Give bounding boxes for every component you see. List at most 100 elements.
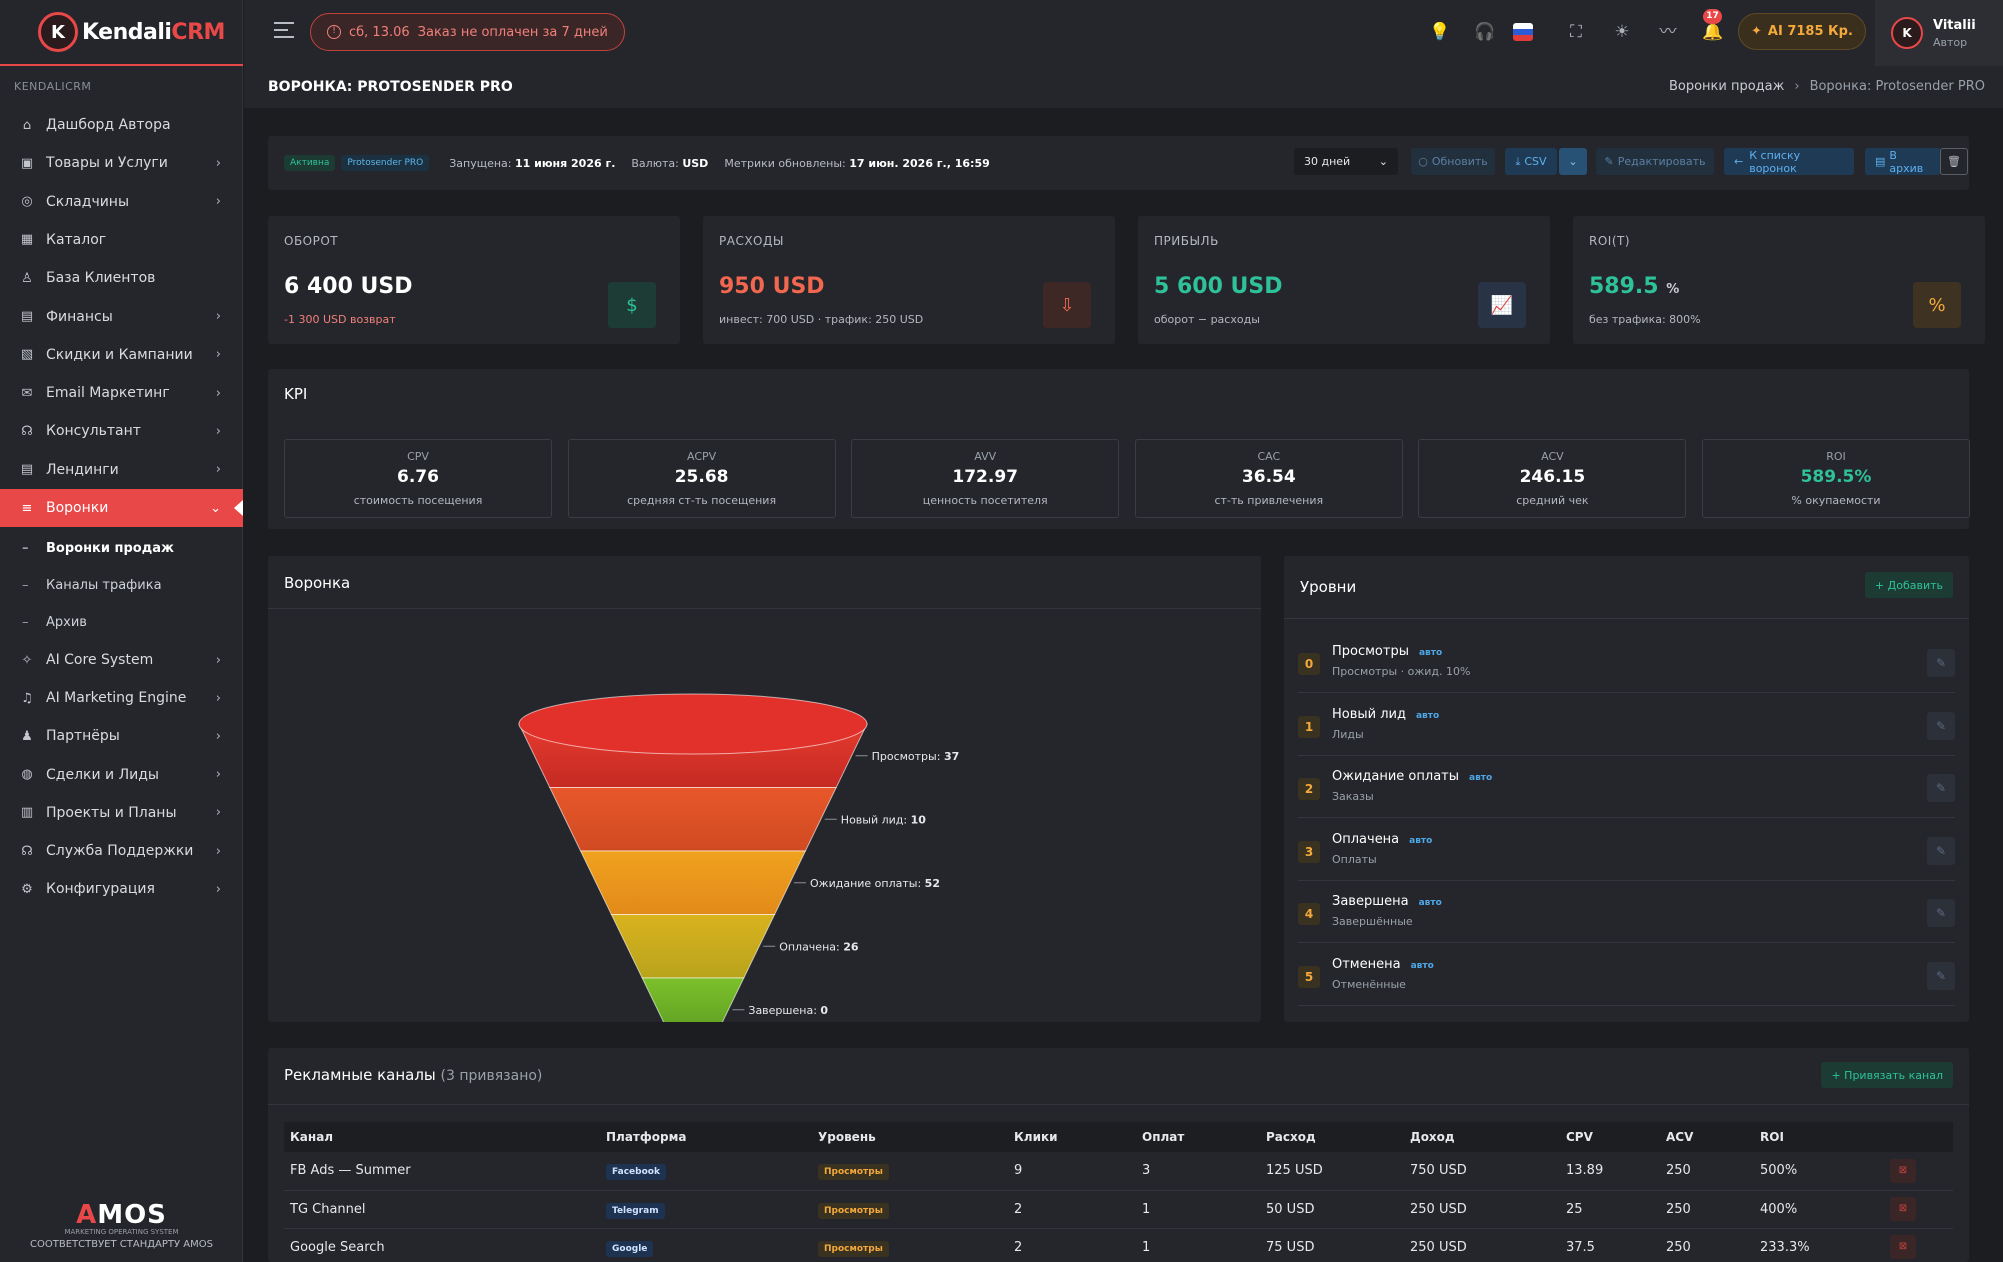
channel-name[interactable]: FB Ads — Summer xyxy=(284,1152,600,1191)
theme-sun-icon[interactable]: ☀ xyxy=(1614,22,1630,42)
column-header: ROI xyxy=(1754,1122,1884,1152)
sidebar-item-4[interactable]: ▦ Каталог xyxy=(0,221,243,259)
menu-toggle-icon[interactable] xyxy=(274,22,294,43)
level-number: 0 xyxy=(1298,653,1320,675)
ai-credits-pill[interactable]: ✦ AI 7185 Кр. xyxy=(1738,13,1866,50)
income-cell: 250 USD xyxy=(1404,1190,1560,1229)
kpi-desc: % окупаемости xyxy=(1791,494,1881,507)
chevron-down-icon: ⌄ xyxy=(210,500,221,516)
refresh-button[interactable]: ○ Обновить xyxy=(1411,148,1495,175)
sidebar-item-after-7[interactable]: ⚙ Конфигурация › xyxy=(0,870,243,908)
gear-icon: ⚙ xyxy=(21,881,33,897)
funnel-segment[interactable] xyxy=(549,787,837,852)
user-menu[interactable]: K Vitalii Автор xyxy=(1875,0,2003,66)
sidebar-item-7[interactable]: ▧ Скидки и Кампании › xyxy=(0,336,243,374)
archive-button[interactable]: ▤ В архив xyxy=(1865,148,1941,175)
user-role: Автор xyxy=(1933,35,1968,49)
channel-name[interactable]: Google Search xyxy=(284,1228,600,1262)
sidebar-item-5[interactable]: ♙ База Клиентов xyxy=(0,259,243,297)
csv-dropdown-button[interactable]: ⌄ xyxy=(1559,148,1587,175)
sidebar-item-after-6[interactable]: ☊ Служба Поддержки › xyxy=(0,832,243,870)
edit-level-button[interactable]: ✎ xyxy=(1927,649,1955,677)
edit-level-button[interactable]: ✎ xyxy=(1927,836,1955,865)
column-header: CPV xyxy=(1560,1122,1660,1152)
bell-icon[interactable]: 🔔 xyxy=(1702,22,1724,42)
edit-level-button[interactable]: ✎ xyxy=(1927,711,1955,740)
funnel-segment[interactable] xyxy=(641,977,745,1022)
kpi-desc: стоимость посещения xyxy=(353,494,483,507)
column-header xyxy=(1884,1122,1953,1152)
channels-title: Рекламные каналы (3 привязано) xyxy=(284,1066,543,1084)
channels-table: Канал Платформа Уровень Клики Оплат Расход Дох… xyxy=(284,1122,1953,1262)
sidebar-item-after-3[interactable]: ♟ Партнёры › xyxy=(0,717,243,755)
unpaid-order-alert[interactable]: ! сб, 13.06 Заказ не оплачен за 7 дней xyxy=(310,13,625,51)
edit-button[interactable]: ✎ Редактировать xyxy=(1596,148,1714,175)
funnel-info-bar: Активна Protosender PRO Запущена: 11 июн… xyxy=(268,136,1969,190)
fullscreen-icon[interactable]: ⛶ xyxy=(1570,22,1582,42)
roi-cell: 400% xyxy=(1754,1190,1884,1229)
sidebar-item-label: Консультант xyxy=(46,423,141,440)
percent-icon: % xyxy=(1913,282,1961,328)
sidebar-item-8[interactable]: ✉ Email Маркетинг › xyxy=(0,374,243,412)
sidebar-item-3[interactable]: ◎ Складчины › xyxy=(0,183,243,221)
kpi-box-cac: CAC 36.54 ст-ть привлечения xyxy=(1134,439,1403,518)
platform-cell: Telegram xyxy=(600,1190,812,1229)
level-badge: Просмотры xyxy=(818,1202,889,1219)
archive-icon: ▤ xyxy=(1875,155,1886,168)
sidebar-subitem-1[interactable]: – Воронки продаж xyxy=(0,531,243,565)
period-select[interactable]: 30 дней ⌄ xyxy=(1294,148,1398,175)
edit-level-button[interactable]: ✎ xyxy=(1927,961,1955,990)
csv-button[interactable]: ⤓ CSV xyxy=(1505,148,1557,175)
sidebar-item-after-5[interactable]: ▥ Проекты и Планы › xyxy=(0,794,243,832)
headset-icon[interactable]: 🎧 xyxy=(1474,22,1496,42)
amos-tagline: MARKETING OPERATING SYSTEM xyxy=(64,1228,179,1236)
edit-level-button[interactable]: ✎ xyxy=(1927,899,1955,927)
unlink-channel-button[interactable]: ⊠ xyxy=(1890,1197,1916,1221)
language-flag-icon[interactable] xyxy=(1513,23,1533,41)
sidebar-item-after-4[interactable]: ◍ Сделки и Лиды › xyxy=(0,756,243,794)
funnel-segment[interactable] xyxy=(610,914,776,979)
bell-icon: ♫ xyxy=(21,690,33,706)
sidebar-item-10[interactable]: ▤ Лендинги › xyxy=(0,451,243,489)
acv-cell: 250 xyxy=(1660,1228,1754,1262)
unlink-channel-button[interactable]: ⊠ xyxy=(1890,1158,1916,1183)
breadcrumb-parent[interactable]: Воронки продаж xyxy=(1668,79,1785,94)
brand-logo[interactable]: K KendaliCRM xyxy=(0,0,243,66)
auto-badge: авто xyxy=(1469,773,1493,783)
kpi-desc: ценность посетителя xyxy=(922,494,1048,507)
sidebar-subitem-label: Архив xyxy=(46,614,87,630)
level-name: Новый лид авто xyxy=(1332,706,1440,722)
activity-icon[interactable]: 〰 xyxy=(1659,22,1677,42)
sidebar-item-11[interactable]: ≡ Воронки ⌄ xyxy=(0,489,243,527)
sidebar-subitem-2[interactable]: – Каналы трафика xyxy=(0,568,243,602)
chevron-right-icon: › xyxy=(215,881,221,897)
lightbulb-icon[interactable]: 💡 xyxy=(1429,22,1451,42)
level-name: Завершена авто xyxy=(1332,894,1442,909)
channel-name[interactable]: TG Channel xyxy=(284,1190,600,1229)
sidebar-item-2[interactable]: ▣ Товары и Услуги › xyxy=(0,144,243,182)
kpi-value: 246.15 xyxy=(1519,467,1586,487)
home-icon: ⌂ xyxy=(22,117,32,133)
sidebar-item-after-1[interactable]: ✧ AI Core System › xyxy=(0,641,243,679)
sidebar-item-9[interactable]: ☊ Консультант › xyxy=(0,412,243,450)
acv-cell: 250 xyxy=(1660,1190,1754,1229)
edit-level-button[interactable]: ✎ xyxy=(1927,774,1955,802)
stat-card-1: ОБОРОТ 6 400 USD -1 300 USD возврат $ xyxy=(268,216,680,344)
to-list-button[interactable]: ← К списку воронок xyxy=(1724,148,1854,175)
discount-icon: ▧ xyxy=(20,347,34,363)
delete-button[interactable]: 🗑 xyxy=(1940,148,1968,175)
sidebar-item-after-2[interactable]: ♫ AI Marketing Engine › xyxy=(0,679,243,717)
spend-cell: 50 USD xyxy=(1260,1190,1404,1229)
funnel-segment[interactable] xyxy=(579,850,807,915)
auto-badge: авто xyxy=(1418,648,1443,658)
bind-channel-button[interactable]: + Привязать канал xyxy=(1821,1062,1953,1088)
updated-meta: Метрики обновлены: 17 июн. 2026 г., 16:5… xyxy=(724,156,990,170)
sidebar-item-6[interactable]: ▤ Финансы › xyxy=(0,298,243,336)
trash-icon: 🗑 xyxy=(1947,155,1961,168)
spend-cell: 125 USD xyxy=(1260,1152,1404,1191)
add-level-button[interactable]: + Добавить xyxy=(1864,572,1953,598)
sidebar-item-1[interactable]: ⌂ Дашборд Автора xyxy=(0,106,243,144)
sidebar-item-label: Воронки xyxy=(46,500,109,516)
sidebar-subitem-3[interactable]: – Архив xyxy=(0,605,243,639)
unlink-channel-button[interactable]: ⊠ xyxy=(1890,1235,1916,1259)
